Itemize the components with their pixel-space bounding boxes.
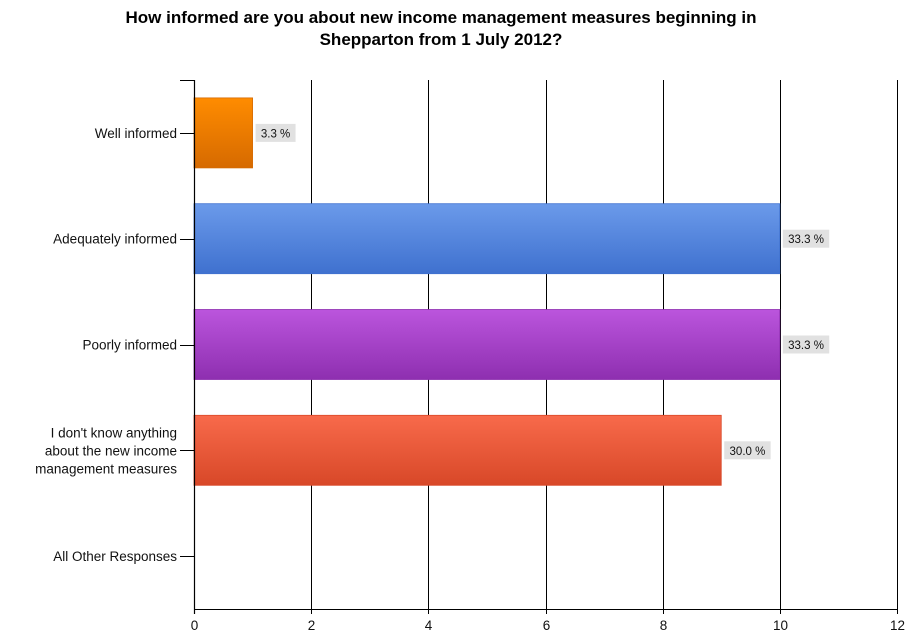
labels: 0 2 4 6 8 10 12 Well informed 3.3 % Adequately in… [35,123,905,633]
data-label-bg [255,123,296,142]
data-label: 33.3 % [788,340,824,352]
data-label-bg [782,229,830,248]
x-tick-label-0: 0 [191,618,199,633]
category-label: Poorly informed [82,338,177,353]
data-label-bg [724,441,771,460]
category-label: I don't know anything [51,425,177,440]
chart-title-line-1: How informed are you about new income ma… [125,8,756,27]
category-label: All Other Responses [53,549,177,564]
data-label: 33.3 % [788,234,824,246]
category-label: management measures [35,461,177,476]
x-tick-label-2: 2 [308,618,316,633]
category-label: about the new income [45,443,177,458]
chart-title-line-2: Shepparton from 1 July 2012? [320,30,563,49]
x-tick-label-4: 4 [425,618,433,633]
x-tick-label-8: 8 [660,618,668,633]
x-tick-label-6: 6 [543,618,551,633]
data-label-bg [782,335,830,354]
x-tick-label-10: 10 [773,618,788,633]
bar [193,203,781,275]
bar [193,414,722,486]
category-label: Well informed [95,126,177,141]
bar [193,309,781,380]
x-tick-label-12: 12 [890,618,905,633]
bars [193,97,781,486]
bar [193,97,253,169]
category-label: Adequately informed [53,232,177,247]
axes [180,80,898,614]
data-label: 30.0 % [730,446,766,458]
data-label: 3.3 % [261,128,290,140]
